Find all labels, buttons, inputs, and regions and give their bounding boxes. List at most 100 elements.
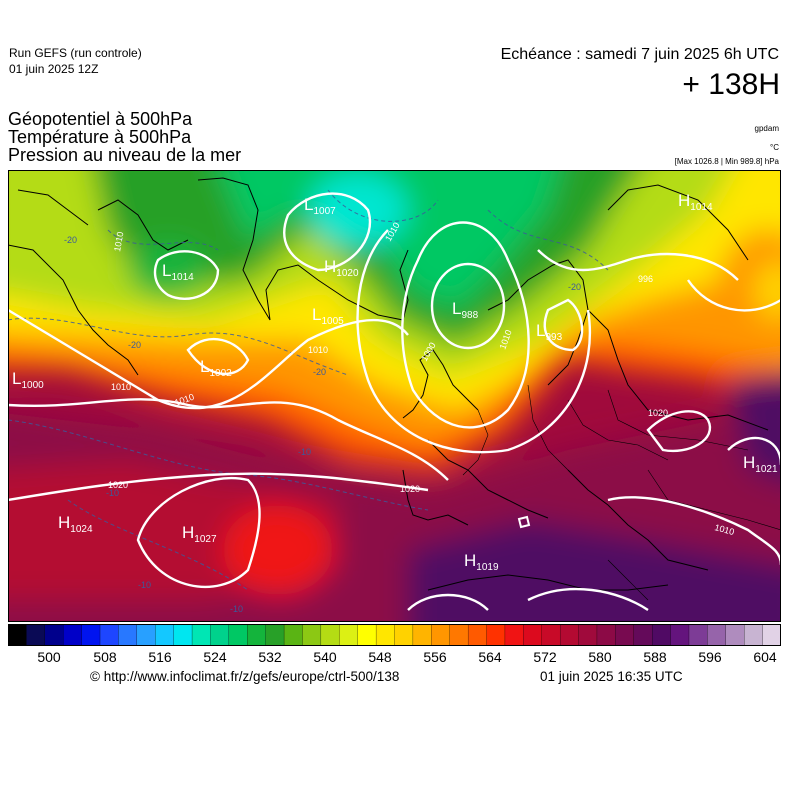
color-scale-tick: 516 — [148, 649, 172, 665]
pressure-center-high: H1014 — [678, 191, 713, 213]
color-scale-cell — [265, 624, 285, 646]
pressure-center-high: H1024 — [58, 513, 93, 535]
color-scale-cell — [707, 624, 727, 646]
run-label: Run GEFS (run controle) — [9, 46, 142, 60]
color-scale-tick: 588 — [643, 649, 667, 665]
color-scale-cell — [26, 624, 46, 646]
color-scale-cell — [81, 624, 101, 646]
color-scale-cell — [652, 624, 672, 646]
color-scale-cell — [688, 624, 709, 646]
isotherm-label: -10 — [230, 604, 243, 614]
color-scale-cell — [559, 624, 580, 646]
isotherm-label: -20 — [128, 340, 141, 350]
color-scale-cell — [63, 624, 83, 646]
pressure-center-low: L1000 — [12, 369, 44, 391]
color-scale-tick: 508 — [93, 649, 117, 665]
forecast-offset: + 138H — [682, 68, 780, 101]
color-scale-tick: 596 — [698, 649, 722, 665]
unit-temperature: °C — [770, 143, 779, 152]
color-scale-tick: 604 — [753, 649, 777, 665]
color-scale-cell — [228, 624, 248, 646]
color-scale — [8, 624, 781, 646]
color-scale-cell — [8, 624, 28, 646]
pressure-center-high: H1019 — [464, 551, 499, 573]
color-scale-cell — [99, 624, 120, 646]
color-scale-cell — [283, 624, 304, 646]
isobar-label: 1010 — [308, 345, 328, 355]
color-scale-cell — [357, 624, 377, 646]
color-scale-tick: 548 — [368, 649, 392, 665]
isobar-label: 1020 — [648, 408, 668, 418]
color-scale-cell — [302, 624, 322, 646]
color-scale-cell — [449, 624, 469, 646]
color-scale-cell — [136, 624, 156, 646]
temperature-isotherms — [8, 189, 609, 591]
color-scale-tick: 564 — [478, 649, 502, 665]
update-timestamp: 01 juin 2025 16:35 UTC — [540, 669, 683, 684]
pressure-center-high: H1027 — [182, 523, 217, 545]
isobar-label: 1020 — [108, 480, 128, 490]
country-borders — [462, 384, 781, 601]
color-scale-cell — [725, 624, 745, 646]
source-credit: © http://www.infoclimat.fr/z/gefs/europe… — [90, 669, 400, 684]
isotherm-label: -10 — [138, 580, 151, 590]
pressure-center-high: H1021 — [743, 453, 778, 475]
isotherm-label: -20 — [568, 282, 581, 292]
temperature-labels: -20 -20 -20 -20 -10 -10 -10 -10 — [64, 235, 581, 614]
isotherm-label: -20 — [313, 367, 326, 377]
color-scale-tick: 556 — [423, 649, 447, 665]
color-scale-cell — [173, 624, 193, 646]
title-pressure: Pression au niveau de la mer — [8, 145, 242, 165]
unit-geopotential: gpdam — [754, 124, 779, 133]
color-scale-cell — [762, 624, 781, 646]
pressure-center-low: L993 — [536, 321, 563, 343]
color-scale-cell — [339, 624, 359, 646]
color-scale-tick: 532 — [258, 649, 282, 665]
pressure-center-low: L988 — [452, 299, 479, 321]
color-scale-tick: 500 — [37, 649, 61, 665]
color-scale-cell — [210, 624, 230, 646]
color-scale-tick: 580 — [588, 649, 612, 665]
color-scale-cell — [44, 624, 64, 646]
color-scale-tick: 524 — [203, 649, 227, 665]
title-temperature: Température à 500hPa — [8, 127, 192, 147]
isobar-label: 1010 — [112, 231, 125, 252]
color-scale-cell — [375, 624, 396, 646]
color-scale-tick: 572 — [533, 649, 557, 665]
color-scale-cell — [412, 624, 432, 646]
isotherm-label: -10 — [106, 488, 119, 498]
pressure-center-low: L1014 — [162, 261, 194, 283]
color-scale-cell — [541, 624, 561, 646]
color-scale-cell — [670, 624, 690, 646]
color-scale-cell — [191, 624, 212, 646]
color-scale-cell — [744, 624, 764, 646]
color-scale-cell — [247, 624, 267, 646]
color-scale-cell — [394, 624, 414, 646]
color-scale-cell — [633, 624, 653, 646]
pressure-centers: L1007 H1014 L1014 H1020 L1005 L988 L993 L1002 L1… — [12, 191, 778, 573]
unit-pressure: [Max 1026.8 | Min 989.8] hPa — [674, 157, 779, 166]
color-scale-cell — [615, 624, 635, 646]
color-scale-cell — [118, 624, 138, 646]
color-scale-cell — [596, 624, 617, 646]
isobars — [8, 192, 781, 611]
color-scale-cell — [431, 624, 451, 646]
isotherm-label: -10 — [298, 447, 311, 457]
color-scale-cell — [523, 624, 543, 646]
isobar-label: 1010 — [111, 382, 131, 392]
color-scale-tick: 540 — [313, 649, 337, 665]
isotherm-label: -20 — [64, 235, 77, 245]
color-scale-cell — [504, 624, 524, 646]
pressure-center-low: L1002 — [200, 357, 232, 379]
isobar-label: 1020 — [400, 484, 420, 494]
forecast-valid-time: Echéance : samedi 7 juin 2025 6h UTC — [500, 46, 779, 63]
color-scale-cell — [155, 624, 175, 646]
weather-map: L1007 H1014 L1014 H1020 L1005 L988 L993 L1002 L1… — [8, 170, 781, 622]
isobar-label: 996 — [638, 274, 653, 284]
run-date: 01 juin 2025 12Z — [9, 62, 99, 76]
color-scale-cell — [578, 624, 598, 646]
color-scale-cell — [320, 624, 340, 646]
pressure-center-low: L1005 — [312, 305, 344, 327]
color-scale-cell — [486, 624, 506, 646]
pressure-center-high: H1020 — [324, 257, 359, 279]
